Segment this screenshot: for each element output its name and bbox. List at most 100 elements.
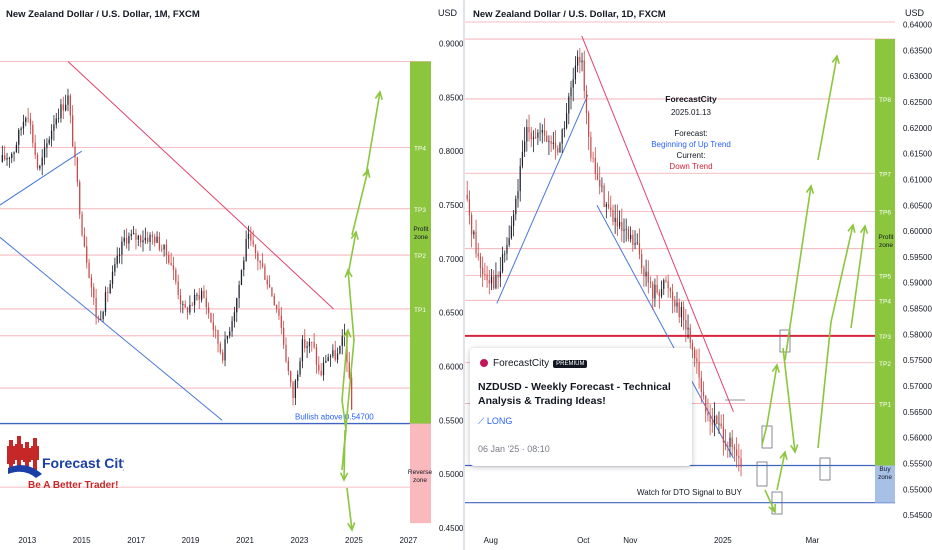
forecast-arrow-3[interactable] — [776, 451, 786, 491]
forecast-arrow-down[interactable] — [764, 489, 776, 513]
forecast-arrow-2[interactable] — [782, 347, 796, 453]
candle-body — [572, 79, 574, 88]
forecast-box[interactable] — [756, 461, 768, 487]
candle-body — [702, 391, 705, 396]
forecast-arrow-1[interactable] — [761, 364, 778, 446]
candle-body — [104, 292, 107, 312]
forecast-box[interactable] — [779, 329, 791, 353]
candle-body — [43, 147, 46, 158]
forecast-arrow-7[interactable] — [850, 225, 866, 329]
candle-body — [118, 254, 121, 256]
candle-body — [257, 253, 259, 262]
pane-divider[interactable] — [463, 0, 465, 550]
candle-body — [601, 185, 603, 187]
trendline-up_support[interactable] — [0, 150, 82, 206]
forecast-arrow-6[interactable] — [817, 55, 838, 161]
candle-body — [486, 274, 488, 281]
candle-body — [219, 343, 221, 353]
forecast-box[interactable] — [819, 457, 831, 481]
tp-label: TP2 — [414, 253, 426, 260]
idea-card-author-name: ForecastCity — [493, 358, 550, 369]
idea-card-title[interactable]: NZDUSD - Weekly Forecast - Technical Ana… — [478, 381, 671, 407]
candle-body — [477, 253, 479, 257]
candle-body — [72, 115, 74, 147]
candle-body — [590, 136, 592, 158]
candle-body — [304, 339, 306, 348]
forecast-arrow-5-head — [374, 90, 384, 100]
candle-body — [716, 415, 718, 424]
premium-badge: PREMIUM — [553, 360, 588, 368]
candle-body — [479, 256, 482, 268]
candle-body — [163, 244, 165, 250]
candle-body — [285, 344, 287, 361]
candle-body — [506, 244, 508, 254]
candle-body — [36, 154, 39, 169]
candle-body — [552, 142, 554, 144]
candle-body — [275, 305, 278, 310]
forecast-arrow-down-2[interactable] — [346, 487, 353, 531]
forecast-arrow-4[interactable] — [784, 185, 812, 361]
candle-body — [116, 255, 118, 265]
idea-card[interactable]: ForecastCity PREMIUM NZDUSD - Weekly Fore… — [470, 348, 692, 466]
forecast-box[interactable] — [771, 491, 783, 515]
right-chart-title: New Zealand Dollar / U.S. Dollar, 1D, FX… — [473, 9, 666, 20]
candle-body — [570, 87, 572, 97]
candle-body — [308, 341, 311, 347]
candle-body — [161, 249, 163, 251]
idea-card-author[interactable]: ForecastCity PREMIUM — [480, 358, 588, 369]
candle-body — [694, 349, 696, 359]
trendline-red_down[interactable] — [581, 35, 734, 413]
left-chart-title: New Zealand Dollar / U.S. Dollar, 1M, FX… — [6, 9, 200, 20]
candle-body — [154, 236, 156, 243]
trendline-downtrend[interactable] — [67, 61, 334, 310]
candle-body — [278, 309, 280, 316]
tp-label: TP7 — [879, 171, 891, 178]
forecast-arrow-2[interactable] — [341, 269, 355, 471]
forecast-arrow-3[interactable] — [347, 231, 357, 276]
y-tick-label: 0.55500 — [903, 459, 932, 468]
x-tick-label: Mar — [805, 536, 819, 545]
candle-body — [618, 222, 621, 227]
y-tick-label: 0.55000 — [903, 485, 932, 494]
candle-body — [568, 96, 570, 114]
candle-body — [689, 327, 691, 343]
candle-body — [519, 166, 521, 192]
candle-body — [168, 255, 170, 263]
x-tick-label: 2015 — [73, 536, 91, 545]
candle-body — [149, 234, 151, 243]
candle-body — [612, 209, 614, 222]
candle-body — [226, 335, 229, 340]
candle-body — [55, 118, 57, 125]
candle-body — [543, 130, 546, 136]
trendline-blue_up[interactable] — [496, 94, 589, 304]
forecast-arrow-4[interactable] — [351, 169, 369, 236]
candle-body — [729, 437, 731, 447]
candle-body — [311, 341, 313, 343]
candle-body — [614, 217, 616, 222]
trendline-channel_low[interactable] — [0, 236, 223, 421]
left-currency-label[interactable]: USD — [438, 8, 458, 18]
forecast-arrow-1[interactable] — [341, 329, 349, 401]
forecast-arrow-6-head — [831, 54, 840, 64]
profit-zone-label: zone — [879, 242, 893, 249]
y-tick-label: 0.57500 — [903, 356, 932, 365]
forecast-arrow-5[interactable] — [817, 224, 854, 449]
candle-body — [530, 132, 532, 140]
candle-body — [671, 291, 674, 301]
candle-body — [212, 322, 214, 330]
right-currency-label[interactable]: USD — [905, 8, 925, 18]
candle-body — [140, 235, 142, 243]
forecast-arrow-5[interactable] — [365, 91, 381, 176]
idea-card-direction-label: LONG — [486, 416, 513, 426]
candle-body — [676, 302, 678, 307]
candle-body — [20, 128, 22, 131]
candle-body — [88, 262, 90, 278]
candle-body — [334, 350, 336, 360]
forecast-arrow-down-1[interactable] — [343, 429, 346, 481]
candle-body — [29, 118, 32, 125]
candle-body — [69, 95, 71, 116]
candle-body — [539, 132, 541, 134]
candle-body — [632, 234, 634, 245]
x-tick-label: 2025 — [714, 536, 732, 545]
